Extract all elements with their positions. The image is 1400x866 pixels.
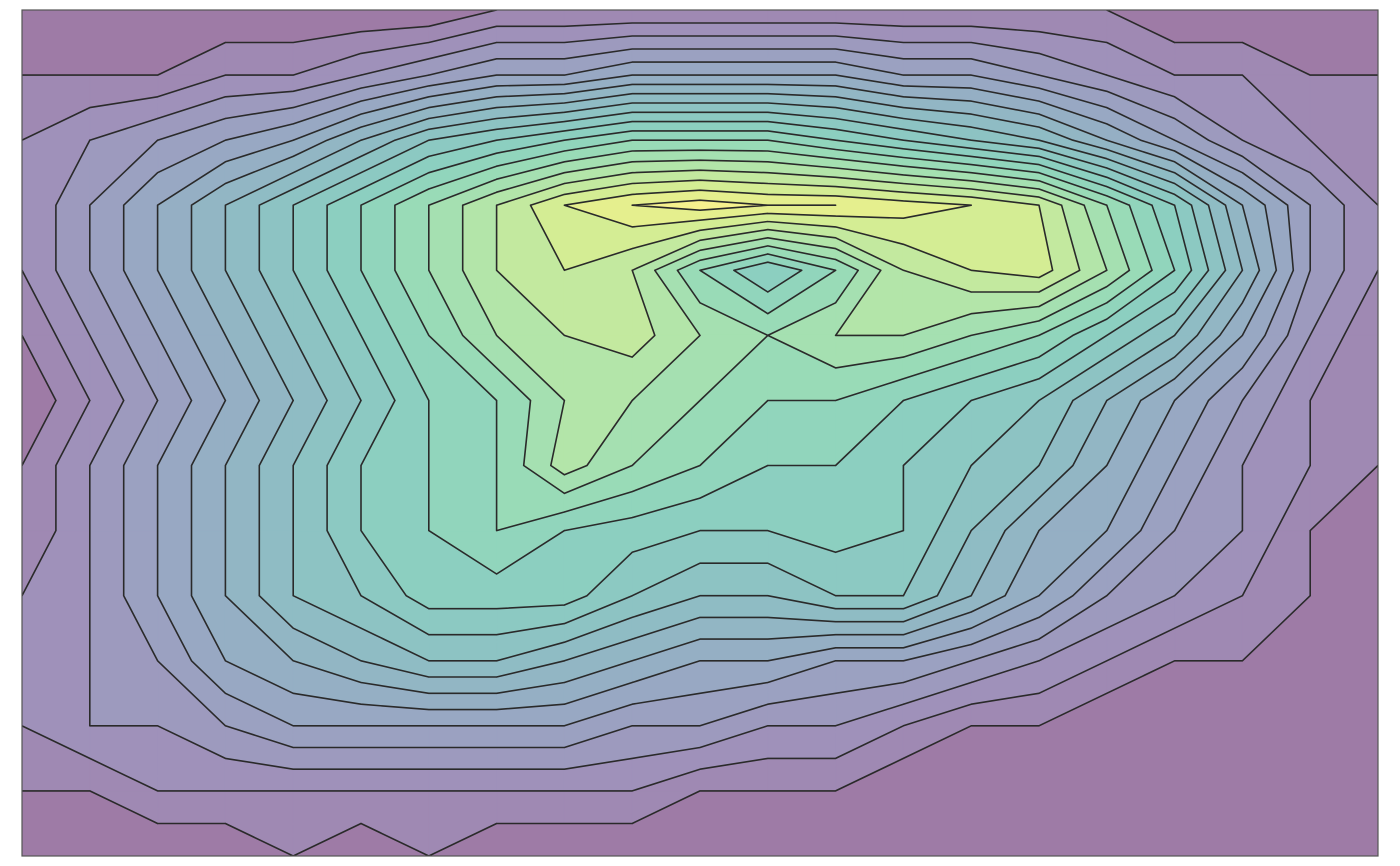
contour-line: [55, 35, 1345, 770]
contour-line: [224, 92, 1244, 678]
contour-line: [631, 199, 837, 211]
contour-line: [360, 130, 1176, 575]
contour-line: [428, 149, 1131, 495]
contour-line: [394, 139, 1153, 532]
contour-fills: [22, 10, 1378, 856]
contour-line: [563, 189, 972, 228]
contour-line: [190, 83, 1261, 695]
contour-line: [326, 120, 1193, 610]
contour-line: [22, 10, 1378, 856]
contour-line: [495, 169, 1081, 358]
contour-line: [89, 48, 1311, 749]
contour-line: [122, 61, 1295, 727]
contour-line: [156, 74, 1278, 711]
contour-line: [529, 179, 1054, 279]
contour-line: [461, 159, 1108, 476]
contour-line: [22, 22, 1378, 792]
contour-line: [292, 111, 1210, 636]
contour-lines: [22, 10, 1378, 856]
contour-line: [258, 102, 1227, 662]
plot-frame: [21, 9, 1379, 857]
